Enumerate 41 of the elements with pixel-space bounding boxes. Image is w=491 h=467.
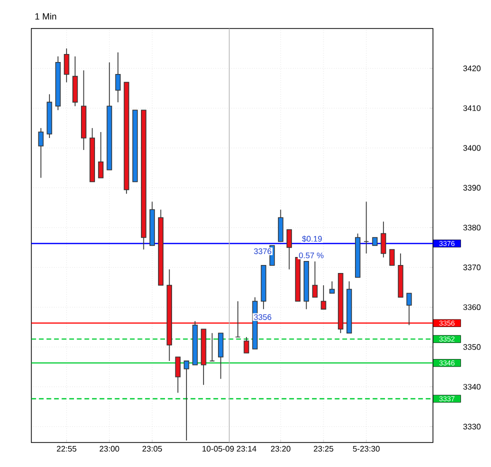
x-tick-label: 23:25 [314, 446, 334, 452]
y-tick-label: 3360 [463, 304, 481, 310]
candlestick [389, 248, 395, 266]
candlestick [329, 280, 335, 294]
candlestick [98, 131, 104, 178]
annotation: 3356 [254, 314, 272, 320]
candlestick [38, 127, 44, 178]
y-tick-label: 3340 [463, 384, 481, 390]
candlestick [320, 284, 326, 310]
x-tick-label: 23:00 [100, 446, 120, 452]
candlestick [184, 360, 190, 441]
candlestick [406, 292, 412, 326]
x-tick-label: 23:05 [142, 446, 162, 452]
x-tick-label: 23:20 [270, 446, 290, 452]
candlestick [312, 260, 318, 298]
candlestick [218, 332, 224, 380]
candlestick [286, 229, 292, 270]
candlestick [235, 300, 241, 338]
candlestick [380, 221, 386, 258]
candlestick [115, 52, 121, 102]
y-tick-label: 3380 [463, 224, 481, 230]
annotation: 3376 [254, 248, 272, 254]
y-tick-label: 3410 [463, 105, 481, 111]
x-tick-label: 22:55 [56, 446, 76, 452]
y-tick-label: 3330 [463, 424, 481, 430]
candlestick [244, 336, 250, 354]
y-tick-label: 3390 [463, 184, 481, 190]
y-tick-label: 3370 [463, 264, 481, 270]
candlestick [64, 48, 70, 83]
annotation: $0.19 [302, 235, 322, 242]
y-tick-label: 3420 [463, 65, 481, 72]
y-tick-label: 3350 [463, 344, 481, 350]
x-tick-label: 5-23:30 [352, 446, 380, 452]
candlestick [175, 356, 181, 394]
y-tick-label: 3400 [463, 144, 481, 151]
chart-title: 1 Min [35, 12, 56, 20]
annotation: 0.57 % [299, 252, 324, 258]
candlestick [278, 209, 284, 242]
x-tick-label: 10-05-09 23:14 [202, 446, 256, 452]
candlestick [209, 332, 215, 362]
candlestick [364, 201, 369, 254]
